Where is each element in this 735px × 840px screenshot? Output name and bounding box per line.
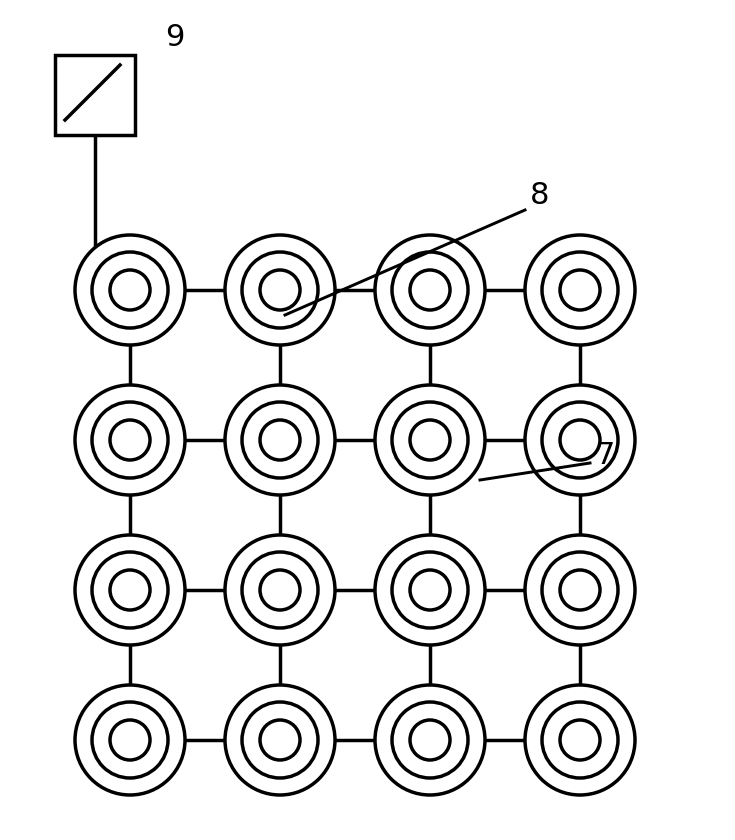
Circle shape — [75, 385, 185, 495]
Circle shape — [75, 535, 185, 645]
Circle shape — [542, 702, 618, 778]
Circle shape — [225, 235, 335, 345]
Circle shape — [110, 270, 150, 310]
Circle shape — [260, 570, 300, 610]
Circle shape — [110, 720, 150, 760]
Bar — [55, 55, 135, 135]
Circle shape — [542, 402, 618, 478]
Circle shape — [542, 252, 618, 328]
Text: 9: 9 — [165, 24, 184, 52]
Circle shape — [560, 270, 600, 310]
Circle shape — [92, 552, 168, 628]
Text: 8: 8 — [530, 181, 550, 209]
Circle shape — [542, 552, 618, 628]
Circle shape — [410, 720, 450, 760]
Circle shape — [525, 235, 635, 345]
Circle shape — [410, 270, 450, 310]
Circle shape — [260, 270, 300, 310]
Circle shape — [560, 720, 600, 760]
Circle shape — [242, 552, 318, 628]
Circle shape — [375, 685, 485, 795]
Circle shape — [242, 702, 318, 778]
Circle shape — [392, 552, 468, 628]
Circle shape — [410, 570, 450, 610]
Circle shape — [92, 702, 168, 778]
Circle shape — [375, 535, 485, 645]
Circle shape — [525, 535, 635, 645]
Circle shape — [225, 535, 335, 645]
Circle shape — [560, 420, 600, 460]
Circle shape — [392, 402, 468, 478]
Circle shape — [110, 420, 150, 460]
Circle shape — [375, 385, 485, 495]
Circle shape — [560, 570, 600, 610]
Circle shape — [92, 252, 168, 328]
Circle shape — [110, 570, 150, 610]
Text: 7: 7 — [595, 440, 614, 470]
Circle shape — [75, 685, 185, 795]
Circle shape — [392, 252, 468, 328]
Circle shape — [75, 235, 185, 345]
Circle shape — [242, 252, 318, 328]
Circle shape — [525, 685, 635, 795]
Circle shape — [92, 402, 168, 478]
Circle shape — [242, 402, 318, 478]
Circle shape — [225, 385, 335, 495]
Circle shape — [260, 720, 300, 760]
Circle shape — [525, 385, 635, 495]
Circle shape — [225, 685, 335, 795]
Circle shape — [392, 702, 468, 778]
Circle shape — [410, 420, 450, 460]
Circle shape — [260, 420, 300, 460]
Circle shape — [375, 235, 485, 345]
